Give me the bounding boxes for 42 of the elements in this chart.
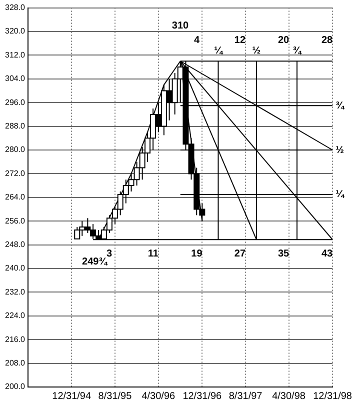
annotation: 20 [278,35,290,46]
annotation: ¼ [214,45,224,56]
y-tick-label: 280.0 [4,145,26,154]
text: ¼ [336,189,346,200]
x-tick-label: 4/30/96 [142,390,176,402]
annotation: 43 [321,248,334,260]
y-tick-label: 224.0 [4,311,26,320]
x-tick-label: 4/30/98 [272,390,306,402]
annotation: 19 [191,248,203,260]
x-tick-label: 8/31/95 [98,390,132,402]
annotation: 35 [278,248,290,260]
text: ½ [336,144,344,156]
y-tick-label: 240.0 [4,264,26,273]
x-tick-label: 8/31/97 [228,390,263,402]
y-tick-label: 328.0 [4,3,26,12]
y-tick-label: 208.0 [4,358,26,368]
annotation: 27 [234,248,246,260]
annotation: ¾ [292,45,303,56]
x-tick-label: 12/31/94 [52,390,92,402]
annotation: 249¾ [82,256,109,268]
y-tick-label: 304.0 [4,74,26,84]
y-tick-label: 312.0 [4,50,26,60]
y-tick-label: 232.0 [4,287,26,296]
x-tick-label: 12/31/98 [313,390,352,402]
y-tick-label: 296.0 [4,98,26,107]
y-tick-label: 272.0 [4,168,26,178]
y-tick-label: 216.0 [4,334,26,344]
annotation: 11 [148,248,159,260]
x-tick-label: 12/31/96 [182,390,222,402]
annotation: 4 [194,35,200,46]
annotation: 3 [106,248,113,260]
annotation: 310 [172,20,190,32]
y-tick-label: 256.0 [4,216,26,226]
y-tick-label: 248.0 [4,240,26,250]
annotation: 12 [234,35,246,46]
annotation: ½ [252,45,261,56]
y-tick-label: 264.0 [4,192,26,202]
y-tick-label: 320.0 [4,26,26,36]
y-tick-label: 200.0 [4,382,26,392]
annotation: 28 [321,35,334,46]
y-tick-label: 288.0 [4,122,26,131]
text: ¾ [336,100,346,112]
